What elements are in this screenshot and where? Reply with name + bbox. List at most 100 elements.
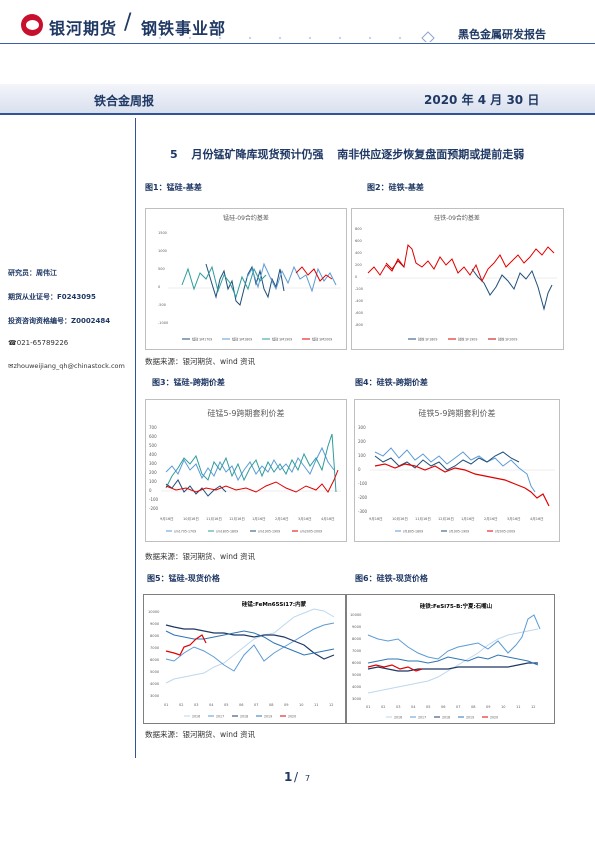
chart-6-xtick: 08	[471, 705, 475, 709]
chart-3-xtick: 11月16日	[206, 516, 222, 521]
chart-6-legend-item: 2020	[490, 716, 498, 720]
chart-6: 硅铁:FeSi75-B:宁夏:石嘴山 10000 9000 8000 7000 …	[345, 594, 555, 724]
chart-5-ytick: 4000	[150, 682, 160, 686]
department-name: 钢铁事业部	[141, 19, 227, 38]
chart-5-ytick: 7000	[150, 646, 160, 650]
chart-4-legend-item: sf2005-2009	[495, 530, 515, 534]
chart-1: 锰硅-09合约基差 1500 1000 500 0 -500 -1000 锰硅 …	[145, 208, 347, 350]
chart-5-xtick: 12	[329, 703, 333, 707]
chart-4-series-sf1805	[374, 447, 536, 493]
chart-2-title: 硅铁-09合约基差	[434, 214, 480, 222]
chart-5-series-2016	[165, 608, 335, 684]
chart-1-ytick: -500	[158, 303, 166, 307]
figure-2-label: 图2：硅铁-基差	[367, 183, 424, 192]
chart-4: 硅铁5-9跨期套利价差 300 200 100 0 -100 -200 -300…	[354, 399, 560, 542]
chart-3-ytick: 200	[149, 470, 157, 475]
chart-6-title: 硅铁:FeSi75-B:宁夏:石嘴山	[420, 602, 493, 610]
chart-4-xtick: 11月16日	[415, 516, 431, 521]
chart-2-ytick: 200	[355, 263, 362, 267]
chart-6-xtick: 12	[531, 705, 535, 709]
chart-1-legend: 锰硅 SM1709 锰硅 SM1809 锰硅 SM1909 锰硅 SM2009	[182, 337, 332, 342]
chart-5-ytick: 10000	[148, 610, 160, 614]
chart-4-series-sf2005	[374, 463, 550, 507]
chart-6-legend-item: 2019	[466, 716, 474, 720]
chart-6-xtick: 01	[366, 705, 370, 709]
chart-3-legend: sm1705-1709 sm1805-1809 sm1905-1909 sm20…	[166, 530, 322, 534]
chart-5-ytick: 6000	[150, 658, 160, 662]
report-date: 2020 年 4 月 30 日	[424, 93, 540, 107]
header-divider	[0, 43, 595, 44]
chart-5-yticks: 10000 9000 8000 7000 6000 5000 4000 3000	[148, 610, 160, 698]
chart-1-ytick: 1000	[158, 249, 167, 253]
chart-2-series-sf1809	[471, 268, 553, 311]
chart-3-series-sm1805	[165, 433, 337, 493]
headline: 5 月份锰矿降库现货预计仍强 南非供应逐步恢复盘面预期或提前走弱	[170, 148, 525, 161]
header-decor-dots	[158, 31, 435, 42]
chart-1-series-sm1709	[205, 263, 285, 306]
chart-4-ytick: -300	[358, 509, 368, 514]
chart-4-title: 硅铁5-9跨期套利价差	[418, 408, 495, 418]
phone-line: ☎021-65789226	[8, 339, 68, 347]
chart-3-ytick: 300	[149, 461, 157, 466]
chart-4-xticks: 9月16日 10月16日 11月16日 12月16日 1月16日 2月16日 3…	[369, 516, 544, 521]
chart-3-ytick: -100	[149, 497, 159, 502]
chart-1-title: 锰硅-09合约基差	[223, 214, 269, 222]
chart-5-xticks: 01 02 03 04 05 06 07 08 09 10 11 12	[164, 703, 333, 707]
chart-6-yticks: 10000 9000 8000 7000 6000 5000 4000 3000	[350, 613, 362, 701]
chart-6-ytick: 10000	[350, 613, 362, 617]
email-address[interactable]: zhouweijiang_qh@chinastock.com	[13, 362, 125, 370]
chart-5-xtick: 11	[314, 703, 318, 707]
phone-number: 021-65789226	[16, 339, 69, 347]
chart-6-ytick: 3000	[352, 697, 362, 701]
chart-6-ytick: 8000	[352, 637, 362, 641]
chart-1-ytick: 0	[158, 285, 160, 289]
chart-3-xtick: 2月16日	[275, 516, 289, 521]
chart-4-ytick: 100	[358, 453, 366, 458]
chart-2: 硅铁-09合约基差 800 600 400 200 0 -200 -400 -6…	[351, 208, 564, 350]
page-separator: /	[294, 770, 299, 784]
chart-6-xtick: 11	[516, 705, 520, 709]
chart-4-xtick: 3月16日	[507, 516, 521, 521]
chart-1-legend-item: 锰硅 SM1709	[192, 337, 212, 342]
chart-5-xtick: 02	[179, 703, 183, 707]
chart-5-xtick: 04	[209, 703, 214, 707]
chart-3-legend-item: sm1905-1909	[258, 530, 280, 534]
chart-3-ytick: 100	[149, 479, 157, 484]
chart-4-yticks: 300 200 100 0 -100 -200 -300	[358, 425, 368, 514]
chart-5-svg: 硅锰:FeMn65Si17:内蒙 10000 9000 8000 7000 60…	[148, 600, 335, 719]
chart-5-ytick: 9000	[150, 622, 160, 626]
chart-4-legend-item: sf1805-1809	[403, 530, 423, 534]
page-current: 1	[284, 770, 293, 784]
chart-5-ytick: 5000	[150, 670, 160, 674]
chart-2-ytick: 0	[355, 275, 357, 279]
chart-5-xtick: 08	[269, 703, 273, 707]
chart-5-legend-item: 2018	[240, 715, 248, 719]
chart-5-xtick: 05	[224, 703, 228, 707]
phone-icon: ☎	[8, 339, 17, 347]
chart-3-xtick: 10月16日	[183, 516, 199, 521]
report-name: 铁合金周报	[94, 94, 155, 108]
chart-5-legend-item: 2020	[288, 715, 296, 719]
chart-4-ytick: 200	[358, 439, 366, 444]
chart-3-ytick: 0	[149, 488, 152, 493]
chart-5-series-2018	[165, 624, 335, 660]
chart-2-ytick: -600	[355, 311, 363, 315]
chart-4-ytick: -100	[358, 481, 368, 486]
chart-3-ytick: 400	[149, 452, 157, 457]
sidebar-divider	[135, 118, 136, 758]
chart-2-ytick: 800	[355, 227, 362, 231]
chart-4-xtick: 9月16日	[369, 516, 383, 521]
chart-3-title: 硅锰5-9跨期套利价差	[207, 408, 284, 418]
email-line[interactable]: ✉zhouweijiang_qh@chinastock.com	[8, 362, 125, 370]
chart-5-legend-item: 2016	[192, 715, 200, 719]
consult-license: 投资咨询资格编号：Z0002484	[8, 317, 111, 325]
chart-1-ytick: -1000	[158, 321, 168, 325]
chart-4-xtick: 2月16日	[484, 516, 498, 521]
chart-2-svg: 硅铁-09合约基差 800 600 400 200 0 -200 -400 -6…	[355, 214, 557, 342]
chart-3-svg: 硅锰5-9跨期套利价差 700 600 500 400 300 200 100 …	[149, 408, 341, 534]
figure-5-label: 图5：锰硅-现货价格	[147, 574, 220, 583]
chart-3-legend-item: sm2005-2009	[300, 530, 322, 534]
chart-6-xtick: 10	[501, 705, 505, 709]
chart-3-series-sm2005	[165, 469, 339, 493]
chart-5-xtick: 06	[239, 703, 243, 707]
